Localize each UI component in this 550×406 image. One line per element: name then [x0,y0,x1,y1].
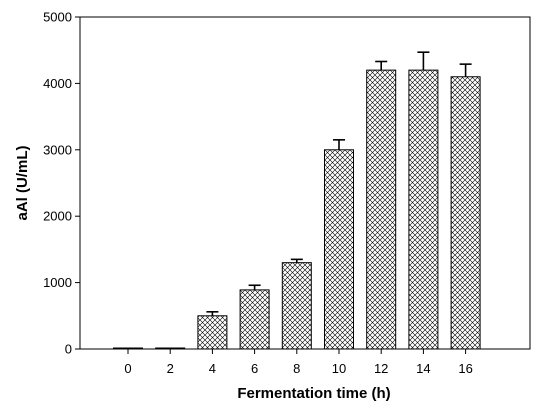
plot-area: 0 1000 2000 3000 4000 5000 0 2 4 6 8 10 12 14 16 [43,10,531,376]
bar [281,262,312,350]
y-tick-label: 3000 [43,142,72,157]
bar [450,76,481,350]
bar [197,315,228,350]
y-tick-label: 5000 [43,10,72,25]
x-tick-label: 14 [416,361,430,376]
x-tick-label: 8 [293,361,300,376]
bar [239,289,270,350]
x-tick-label: 12 [374,361,388,376]
x-tick-label: 10 [332,361,346,376]
x-tick-label: 6 [251,361,258,376]
x-tick-label: 2 [167,361,174,376]
y-tick-label: 4000 [43,76,72,91]
y-tick-label: 1000 [43,275,72,290]
bar [324,149,354,350]
x-tick-label: 0 [124,361,131,376]
x-axis-title: Fermentation time (h) [237,385,390,402]
y-tick-label: 0 [65,342,72,357]
x-tick-label: 16 [458,361,472,376]
y-tick-label: 2000 [43,209,72,224]
bar [366,69,397,350]
bar [408,69,439,350]
x-tick-label: 4 [209,361,216,376]
y-axis-title: aAl (U/mL) [14,145,31,220]
